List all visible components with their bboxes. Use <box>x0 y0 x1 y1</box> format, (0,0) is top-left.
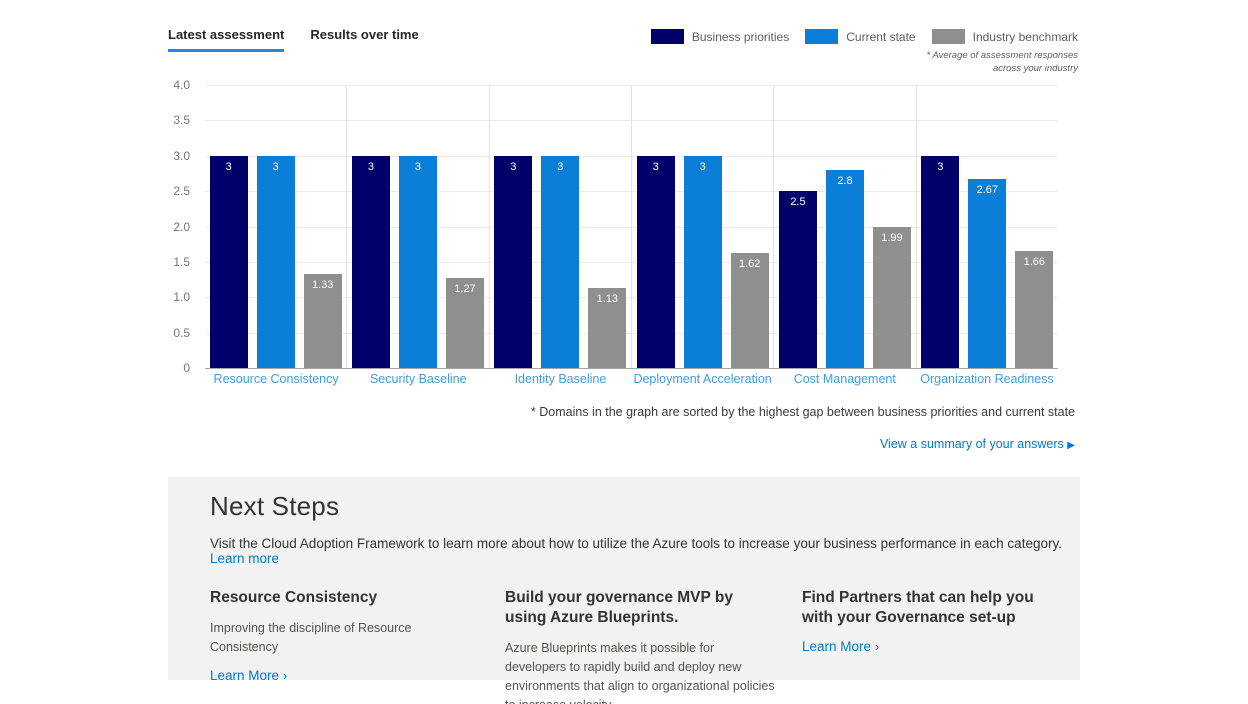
tab-latest-assessment[interactable]: Latest assessment <box>168 27 285 52</box>
bar-value-label: 3 <box>510 160 517 173</box>
bar-industry-benchmark: 1.13 <box>588 288 627 368</box>
bar-current-state: 2.67 <box>968 179 1007 368</box>
bar-value-label: 3 <box>414 160 422 173</box>
legend-item-business-priorities: Business priorities <box>650 29 790 44</box>
bar-business-priorities: 2.5 <box>778 191 817 368</box>
chart-legend: Business priorities Current state Indust… <box>650 29 1078 76</box>
x-axis-line <box>205 368 1058 369</box>
legend-label: Industry benchmark <box>972 29 1078 44</box>
bar-value-label: 3 <box>367 160 375 173</box>
bar-value-label: 1.33 <box>311 278 334 291</box>
bar-current-state: 3 <box>541 155 580 368</box>
next-steps-title: Next Steps <box>210 491 340 521</box>
bar-value-label: 2.8 <box>837 174 853 187</box>
card-resource-consistency: Resource Consistency Improving the disci… <box>210 588 505 704</box>
legend-label: Current state <box>846 29 916 44</box>
bar-group: 3 3 1.13 <box>490 85 632 368</box>
y-tick-label: 0.5 <box>173 325 190 340</box>
bar-industry-benchmark: 1.66 <box>1015 250 1054 368</box>
bar-industry-benchmark: 1.33 <box>303 273 342 368</box>
y-tick-label: 4.0 <box>173 78 190 92</box>
bar-value-label: 1.99 <box>881 232 903 245</box>
bar-group: 3 3 1.62 <box>632 85 775 368</box>
category-label[interactable]: Organization Readiness <box>920 372 1054 386</box>
bar-current-state: 3 <box>683 155 722 368</box>
bar-industry-benchmark: 1.27 <box>445 278 484 368</box>
bar-group: 3 3 1.33 <box>205 85 348 368</box>
bar-value-label: 1.27 <box>454 283 476 296</box>
legend-item-industry-benchmark: Industry benchmark <box>931 29 1078 44</box>
card-title: Find Partners that can help you with you… <box>802 589 1034 627</box>
y-tick-label: 1.5 <box>173 254 190 269</box>
next-steps-intro: Visit the Cloud Adoption Framework to le… <box>210 536 1062 566</box>
category-label[interactable]: Deployment Acceleration <box>633 372 772 386</box>
legend-swatch-industry-benchmark <box>931 29 965 44</box>
category-label[interactable]: Identity Baseline <box>514 372 607 386</box>
bar-group: 2.5 2.8 1.99 <box>774 85 917 368</box>
bar-business-priorities: 3 <box>351 155 390 368</box>
card-body: Azure Blueprints makes it possible for d… <box>505 641 775 704</box>
bar-value-label: 1.62 <box>738 258 761 271</box>
legend-swatch-business-priorities <box>650 29 684 44</box>
play-arrow-icon: ▶ <box>1067 440 1075 451</box>
card-title: Resource Consistency <box>210 589 378 606</box>
card-governance-mvp: Build your governance MVP by using Azure… <box>505 588 802 704</box>
y-tick-label: 0 <box>183 361 190 375</box>
next-steps-panel: Next Steps Visit the Cloud Adoption Fram… <box>168 477 1080 704</box>
y-axis-labels: 4.0 3.5 3.0 2.5 2.0 1.5 1.0 0.5 0 <box>160 78 198 375</box>
plot-area: 3 3 1.33 3 3 1.27 3 3 1.13 3 3 1.62 2.5 2.8 1.99 3 2.67 1… <box>205 85 1058 369</box>
learn-more-link[interactable]: Learn more <box>210 551 280 566</box>
category-label[interactable]: Resource Consistency <box>213 372 339 386</box>
tab-bar: Latest assessment Results over time <box>168 27 419 52</box>
card-body: Improving the discipline of Resource Con… <box>210 621 412 654</box>
bar-value-label: 3 <box>652 160 659 173</box>
bar-value-label: 3 <box>699 160 706 173</box>
legend-item-current-state: Current state <box>805 29 916 44</box>
bar-value-label: 1.66 <box>1023 255 1045 268</box>
chevron-right-icon: › <box>874 639 880 655</box>
bar-industry-benchmark: 1.99 <box>872 227 911 368</box>
bar-value-label: 1.13 <box>596 293 619 306</box>
bar-value-label: 3 <box>272 160 279 173</box>
bar-value-label: 2.5 <box>790 196 806 209</box>
category-labels: Resource Consistency Security Baseline Ide… <box>205 372 1058 386</box>
category-label[interactable]: Cost Management <box>793 372 896 386</box>
learn-more-link[interactable]: Learn More › <box>802 639 880 655</box>
legend-label: Business priorities <box>691 29 790 44</box>
bar-current-state: 2.8 <box>825 169 864 368</box>
y-tick-label: 1.0 <box>173 290 190 305</box>
chart-footnote: * Domains in the graph are sorted by the… <box>530 405 1075 419</box>
bar-group: 3 2.67 1.66 <box>917 85 1058 368</box>
bar-value-label: 3 <box>937 160 944 173</box>
view-summary-link[interactable]: View a summary of your answers ▶ <box>879 437 1075 451</box>
card-title: Build your governance MVP by using Azure… <box>505 589 733 627</box>
bar-value-label: 3 <box>225 160 232 173</box>
next-steps-cards: Resource Consistency Improving the disci… <box>210 588 1080 704</box>
y-tick-label: 2.5 <box>173 184 190 199</box>
card-find-partners: Find Partners that can help you with you… <box>802 588 1080 704</box>
bar-business-priorities: 3 <box>209 155 248 368</box>
bar-business-priorities: 3 <box>636 155 675 368</box>
bar-group: 3 3 1.27 <box>347 85 490 368</box>
bar-business-priorities: 3 <box>494 155 533 368</box>
legend-footnote: * Average of assessment responses across… <box>926 50 1078 74</box>
chevron-right-icon: › <box>282 667 288 683</box>
legend-swatch-current-state <box>805 29 839 44</box>
tab-results-over-time[interactable]: Results over time <box>310 27 419 42</box>
y-tick-label: 3.5 <box>173 113 190 128</box>
bar-business-priorities: 3 <box>921 155 960 368</box>
y-tick-label: 3.0 <box>173 148 190 163</box>
bar-industry-benchmark: 1.62 <box>730 253 769 368</box>
learn-more-link[interactable]: Learn More › <box>210 667 288 683</box>
category-label[interactable]: Security Baseline <box>369 372 467 386</box>
y-tick-label: 2.0 <box>173 219 190 234</box>
bar-current-state: 3 <box>398 155 437 368</box>
bar-groups: 3 3 1.33 3 3 1.27 3 3 1.13 3 3 1.62 2.5 2.8 1.99 3 2.67 1… <box>205 85 1058 368</box>
bar-current-state: 3 <box>256 155 295 368</box>
bar-value-label: 3 <box>557 160 564 173</box>
bar-value-label: 2.67 <box>976 184 998 197</box>
